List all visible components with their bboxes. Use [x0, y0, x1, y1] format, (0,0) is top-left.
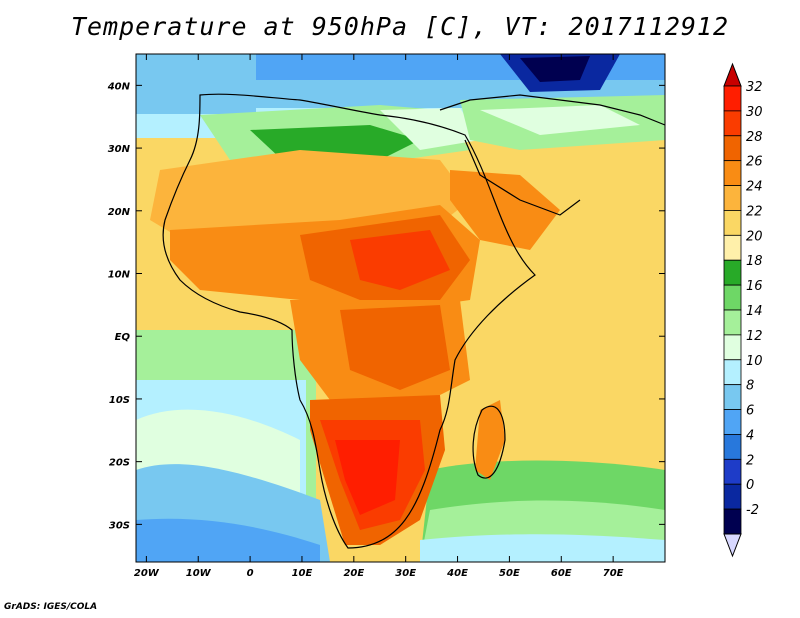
colorbar-swatch — [723, 384, 742, 410]
colorbar-swatch — [723, 135, 742, 162]
y-tick-label: EQ — [115, 332, 131, 343]
colorbar-swatch — [723, 309, 742, 336]
colorbar-label: 12 — [746, 329, 763, 344]
colorbar-label: 6 — [746, 404, 754, 419]
page-title: Temperature at 950hPa [C], VT: 201711291… — [70, 12, 730, 41]
credit-text: GrADS: IGES/COLA — [4, 602, 98, 612]
x-tick-label: 10W — [186, 568, 212, 579]
colorbar-label: 8 — [746, 379, 754, 394]
x-tick-label: 70E — [603, 568, 624, 579]
colorbar-label: 28 — [746, 130, 763, 145]
colorbar-label: 18 — [746, 254, 763, 269]
y-axis: 40N 30N 20N 10N EQ 10S 20S 30S — [107, 81, 665, 531]
coastlines — [162, 93, 666, 549]
colorbar-swatch — [723, 259, 742, 286]
colorbar-label: 26 — [746, 155, 763, 170]
colorbar-label: 22 — [746, 204, 763, 219]
colorbar-label: 16 — [746, 279, 763, 294]
colorbar-swatch — [723, 409, 742, 435]
y-tick-label: 10N — [108, 270, 131, 281]
colorbar-label: -2 — [746, 503, 759, 518]
colorbar-swatch — [723, 284, 742, 311]
colorbar-bottom-arrow — [723, 533, 742, 558]
colorbar-swatch — [723, 508, 742, 535]
x-tick-label: 0 — [247, 568, 254, 579]
colorbar-swatch — [723, 234, 742, 261]
colorbar-swatch — [723, 359, 742, 386]
colorbar-swatch — [723, 434, 742, 460]
colorbar-label: 14 — [746, 304, 763, 319]
colorbar-label: 2 — [746, 453, 754, 468]
colorbar-label: 20 — [746, 229, 763, 244]
y-tick-label: 30S — [109, 520, 130, 531]
y-tick-label: 10S — [109, 395, 130, 406]
x-tick-label: 20E — [343, 568, 364, 579]
colorbar-swatch — [723, 110, 742, 137]
colorbar-swatch — [723, 483, 742, 510]
x-tick-label: 60E — [551, 568, 572, 579]
colorbar-top-arrow — [723, 62, 742, 87]
y-tick-label: 40N — [107, 81, 131, 92]
colorbar-swatch — [723, 185, 742, 211]
x-axis: 20W 10W 0 10E 20E 30E 40E 50E 60E 70E — [134, 54, 624, 579]
y-tick-label: 30N — [108, 144, 131, 155]
colorbar-label: 24 — [746, 180, 763, 195]
y-tick-label: 20S — [109, 458, 130, 469]
map-frame — [135, 53, 666, 563]
x-tick-label: 10E — [292, 568, 313, 579]
temperature-field — [136, 54, 665, 562]
x-tick-label: 20W — [134, 568, 160, 579]
colorbar-swatch — [723, 458, 742, 485]
colorbar-label: 32 — [746, 80, 763, 95]
colorbar-label: 10 — [746, 354, 763, 369]
colorbar-swatch — [723, 210, 742, 236]
colorbar-label: 30 — [746, 105, 763, 120]
x-tick-label: 30E — [395, 568, 416, 579]
colorbar-label: 0 — [746, 478, 754, 493]
colorbar-swatch — [723, 160, 742, 186]
x-tick-label: 50E — [499, 568, 520, 579]
x-tick-label: 40E — [446, 568, 468, 579]
colorbar-swatch — [723, 85, 742, 112]
colorbar-swatch — [723, 334, 742, 361]
colorbar-label: 4 — [746, 428, 754, 443]
y-tick-label: 20N — [108, 207, 131, 218]
